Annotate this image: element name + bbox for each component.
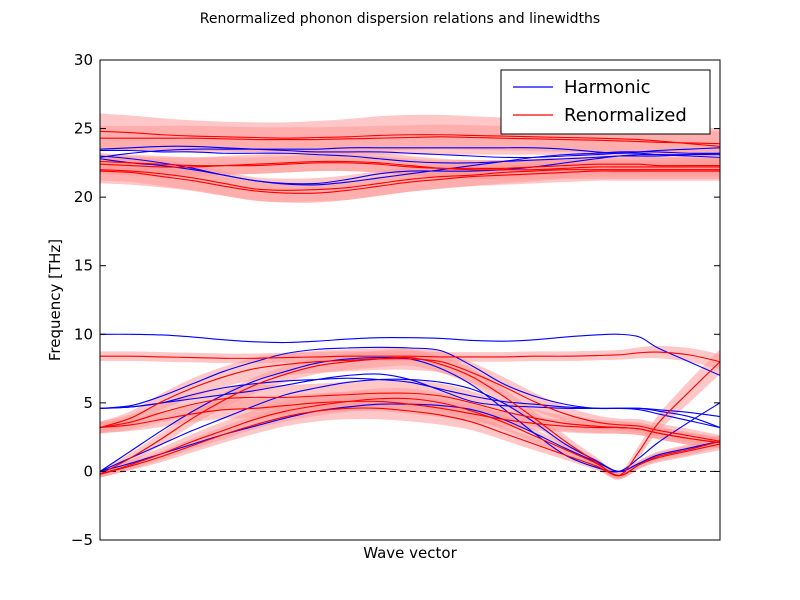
legend-box bbox=[500, 69, 711, 135]
y-tick-label-7: −5 bbox=[71, 531, 93, 549]
y-tick-label-4: 10 bbox=[74, 325, 93, 343]
y-tick-label-1: 25 bbox=[74, 120, 93, 138]
renormalized-line-21 bbox=[100, 160, 720, 171]
y-tick-label-0: 30 bbox=[74, 51, 93, 69]
harmonic-line-11 bbox=[100, 151, 720, 186]
linewidth-band-15 bbox=[100, 347, 720, 448]
y-tick-label-5: 5 bbox=[83, 394, 93, 412]
legend: Harmonic Renormalized bbox=[500, 69, 711, 135]
y-axis-label: Frequency [THz] bbox=[46, 239, 64, 361]
renormalized-line-14 bbox=[100, 407, 720, 477]
harmonic-line-5 bbox=[100, 373, 720, 418]
renormalized-line-23 bbox=[100, 170, 720, 194]
renormalized-line-22 bbox=[100, 169, 720, 191]
y-tick-label-6: 0 bbox=[83, 462, 93, 480]
legend-renormalized-label: Renormalized bbox=[564, 105, 687, 126]
renormalized-line-24 bbox=[100, 160, 720, 169]
plot-frame bbox=[99, 59, 721, 541]
harmonic-line-8 bbox=[100, 145, 720, 159]
renormalized-line-17 bbox=[100, 400, 720, 444]
harmonic-line-9 bbox=[100, 149, 720, 164]
chart-title: Renormalized phonon dispersion relations… bbox=[200, 11, 600, 27]
y-tick-label-3: 15 bbox=[74, 257, 93, 275]
x-axis-label: Wave vector bbox=[363, 544, 457, 562]
y-tick-label-2: 20 bbox=[74, 188, 93, 206]
renormalized-line-18 bbox=[100, 351, 720, 363]
harmonic-line-10 bbox=[100, 153, 720, 185]
harmonic-line-2 bbox=[100, 403, 720, 472]
renormalized-curves bbox=[100, 130, 720, 477]
renormalized-line-19 bbox=[100, 130, 720, 147]
renormalized-line-20 bbox=[100, 136, 720, 145]
legend-harmonic-label: Harmonic bbox=[564, 77, 651, 98]
harmonic-line-6 bbox=[100, 333, 720, 376]
y-axis-ticks: 30 25 20 15 10 5 0 −5 bbox=[71, 51, 720, 549]
renormalized-line-15 bbox=[100, 358, 720, 442]
harmonic-curves bbox=[100, 145, 720, 473]
